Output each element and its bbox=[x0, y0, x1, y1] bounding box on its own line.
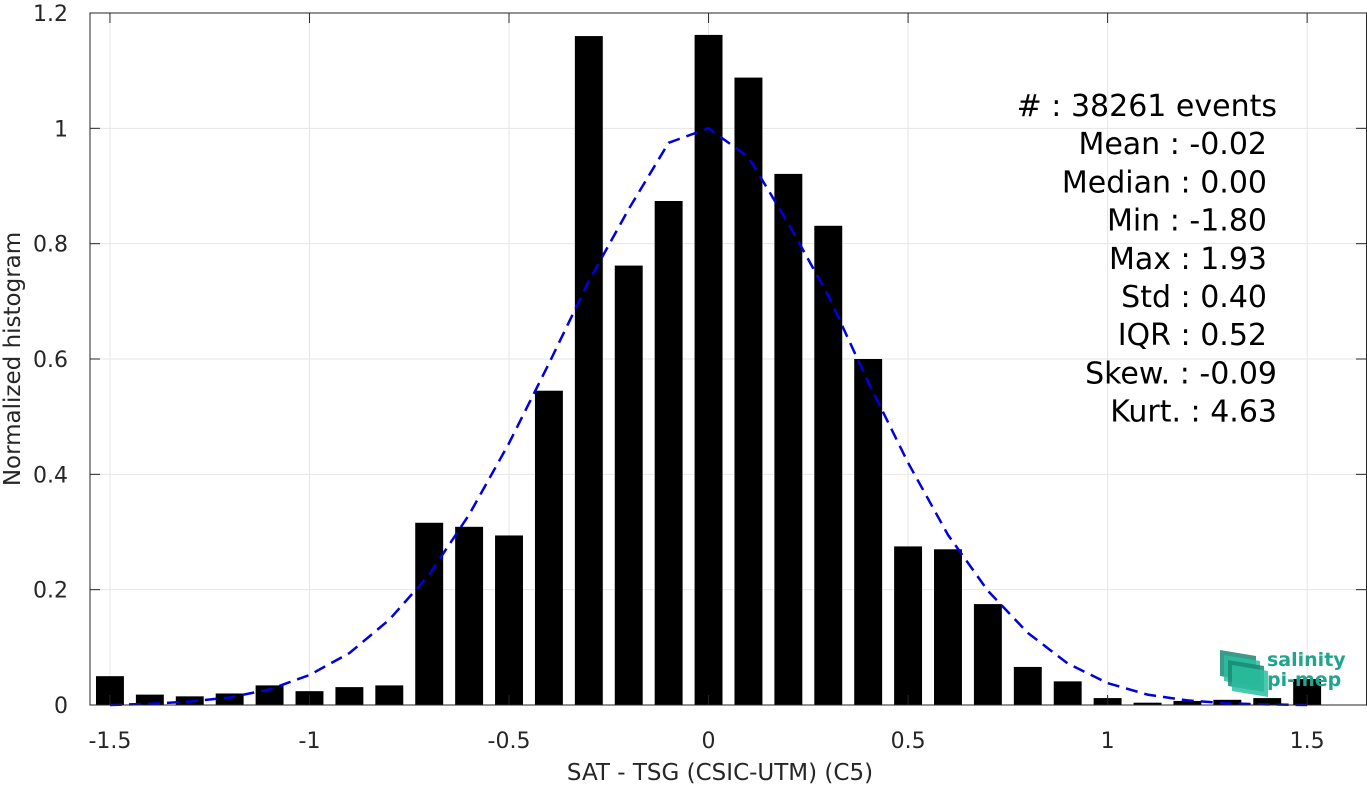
stat-label: Max bbox=[1109, 242, 1171, 277]
x-tick-label: -1.5 bbox=[88, 729, 131, 754]
histogram-bar bbox=[415, 522, 444, 705]
logo-text-salinity: salinity bbox=[1267, 649, 1346, 671]
x-tick-label: 1.5 bbox=[1290, 729, 1325, 754]
stat-line: Max : 1.93 bbox=[1109, 242, 1267, 277]
histogram-bar bbox=[854, 359, 883, 705]
gaussian-fit-curve bbox=[109, 126, 1308, 707]
histogram-bar bbox=[654, 200, 683, 705]
stat-separator: : bbox=[1160, 204, 1189, 239]
stat-label: Skew. bbox=[1085, 356, 1170, 391]
stat-separator: : bbox=[1171, 318, 1200, 353]
stat-separator: : bbox=[1170, 356, 1199, 391]
ticks bbox=[90, 12, 1366, 706]
stat-separator: : bbox=[1042, 89, 1071, 124]
histogram-bar bbox=[495, 535, 523, 705]
histogram-bar bbox=[1053, 681, 1082, 705]
stat-separator: : bbox=[1171, 280, 1200, 315]
x-axis-label: SAT - TSG (CSIC-UTM) (C5) bbox=[567, 760, 873, 785]
histogram-bar bbox=[1173, 700, 1202, 705]
histogram-bar bbox=[215, 693, 244, 705]
histogram-bar bbox=[1253, 698, 1282, 705]
histogram-bar bbox=[814, 225, 843, 706]
histogram-bar bbox=[1133, 702, 1162, 705]
histogram-bar bbox=[455, 526, 484, 705]
y-tick-label: 0.8 bbox=[33, 233, 68, 258]
histogram-bar bbox=[734, 77, 763, 705]
stat-line: Std : 0.40 bbox=[1121, 280, 1267, 315]
stat-line: Kurt. : 4.63 bbox=[1110, 395, 1277, 430]
y-tick-label: 0.6 bbox=[33, 348, 68, 373]
histogram-bar bbox=[694, 34, 723, 706]
histogram-bar bbox=[135, 694, 164, 705]
logo-wave-layer bbox=[1232, 665, 1268, 697]
stat-value: -0.02 bbox=[1189, 127, 1267, 162]
histogram-bar bbox=[375, 685, 404, 705]
x-tick-labels: -1.5 -1 -0.5 0 0.5 1 1.5 bbox=[88, 729, 1324, 754]
histogram-bar bbox=[574, 36, 603, 706]
stat-separator: : bbox=[1171, 165, 1200, 200]
y-axis-label: Normalized histogram bbox=[0, 232, 26, 486]
stat-line: Skew. : -0.09 bbox=[1085, 356, 1277, 391]
x-tick-label: 1 bbox=[1101, 729, 1115, 754]
y-tick-label: 0.2 bbox=[33, 579, 68, 604]
stat-line: Min : -1.80 bbox=[1107, 204, 1267, 239]
stat-label: # bbox=[1017, 89, 1042, 124]
stat-label: Mean bbox=[1078, 127, 1160, 162]
histogram-bar bbox=[934, 549, 962, 705]
stat-separator: : bbox=[1181, 395, 1210, 430]
stat-value: 4.63 bbox=[1210, 395, 1277, 430]
stat-value: 0.52 bbox=[1200, 318, 1267, 353]
stat-label: Std bbox=[1121, 280, 1171, 315]
histogram-bar bbox=[973, 604, 1002, 705]
y-tick-label: 0 bbox=[54, 694, 68, 719]
stat-line: IQR : 0.52 bbox=[1118, 318, 1267, 353]
y-tick-label: 1 bbox=[54, 117, 68, 142]
histogram-bar bbox=[774, 173, 803, 705]
stat-separator: : bbox=[1171, 242, 1200, 277]
y-tick-labels: 0 0.2 0.4 0.6 0.8 1 1.2 bbox=[33, 2, 68, 719]
stat-value: 1.93 bbox=[1200, 242, 1267, 277]
histogram-bar bbox=[614, 265, 643, 705]
stat-label: Median bbox=[1062, 165, 1171, 200]
histogram-bar bbox=[1013, 666, 1042, 705]
x-tick-label: -0.5 bbox=[488, 729, 531, 754]
stat-value: -0.09 bbox=[1199, 356, 1277, 391]
x-tick-label: 0 bbox=[702, 729, 716, 754]
stat-value: 0.40 bbox=[1200, 280, 1267, 315]
x-tick-label: -1 bbox=[299, 729, 321, 754]
stat-label: Min bbox=[1107, 204, 1160, 239]
histogram-bar bbox=[335, 687, 364, 705]
stat-line: Median : 0.00 bbox=[1062, 165, 1267, 200]
stat-line: Mean : -0.02 bbox=[1078, 127, 1267, 162]
logo-text-pimep: pi-mep bbox=[1267, 669, 1341, 691]
x-tick-label: 0.5 bbox=[891, 729, 926, 754]
histogram-bar bbox=[534, 390, 563, 705]
histogram-bar bbox=[894, 546, 923, 705]
stat-separator: : bbox=[1160, 127, 1189, 162]
stat-value: 38261 events bbox=[1071, 89, 1277, 124]
y-tick-label: 0.4 bbox=[33, 463, 68, 488]
stat-label: IQR bbox=[1118, 318, 1171, 353]
stat-label: Kurt. bbox=[1110, 395, 1181, 430]
stat-value: 0.00 bbox=[1200, 165, 1267, 200]
stat-line: # : 38261 events bbox=[1017, 89, 1277, 124]
y-tick-label: 1.2 bbox=[33, 2, 68, 27]
stat-value: -1.80 bbox=[1189, 204, 1267, 239]
